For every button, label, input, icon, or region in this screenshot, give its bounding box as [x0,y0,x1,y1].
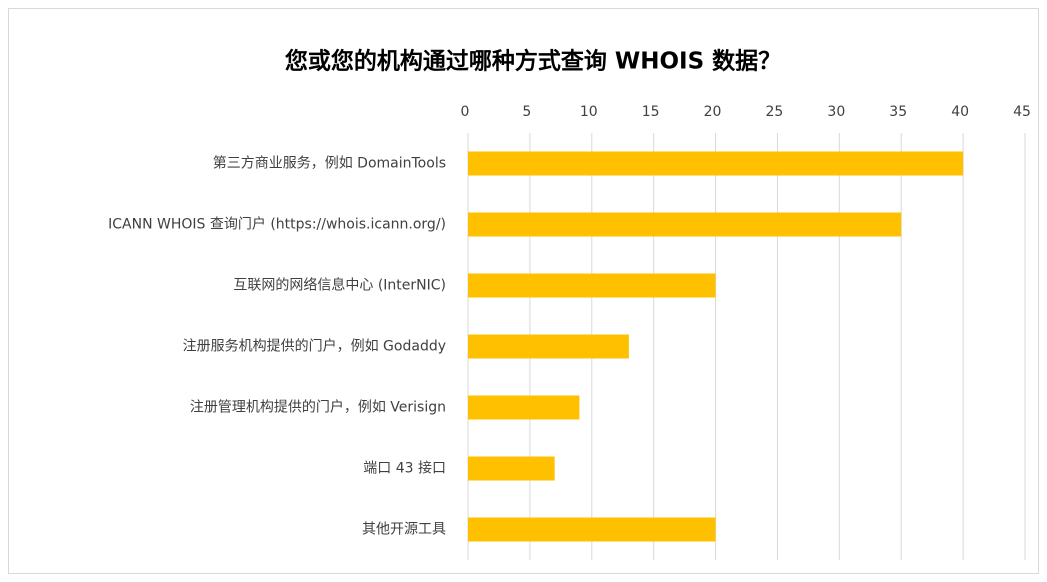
x-tick-label: 35 [889,104,907,120]
y-tick-label: 注册管理机构提供的门户，例如 Verisign [190,399,446,416]
bar [468,517,716,542]
bar [468,395,580,420]
y-tick-label: 端口 43 接口 [363,460,446,477]
bar [468,273,716,298]
bar [468,151,964,176]
bar [468,334,629,359]
x-tick-label: 20 [704,104,722,120]
x-tick-label: 45 [1013,104,1031,120]
x-tick-label: 5 [522,104,531,120]
bar [468,212,902,237]
x-tick-label: 10 [580,104,598,120]
x-tick-label: 40 [951,104,969,120]
y-tick-label: 互联网的网络信息中心 (InterNIC) [233,277,446,294]
y-tick-label: 注册服务机构提供的门户，例如 Godaddy [183,338,446,355]
y-tick-label: ICANN WHOIS 查询门户 (https://whois.icann.or… [108,216,446,233]
y-tick-label: 第三方商业服务，例如 DomainTools [213,155,446,172]
x-tick-label: 0 [461,104,470,120]
x-tick-label: 15 [642,104,660,120]
chart-title: 您或您的机构通过哪种方式查询 WHOIS 数据？ [285,48,781,75]
x-tick-label: 25 [766,104,784,120]
y-tick-label: 其他开源工具 [362,522,446,538]
bar [468,456,555,481]
x-tick-label: 30 [827,104,845,120]
